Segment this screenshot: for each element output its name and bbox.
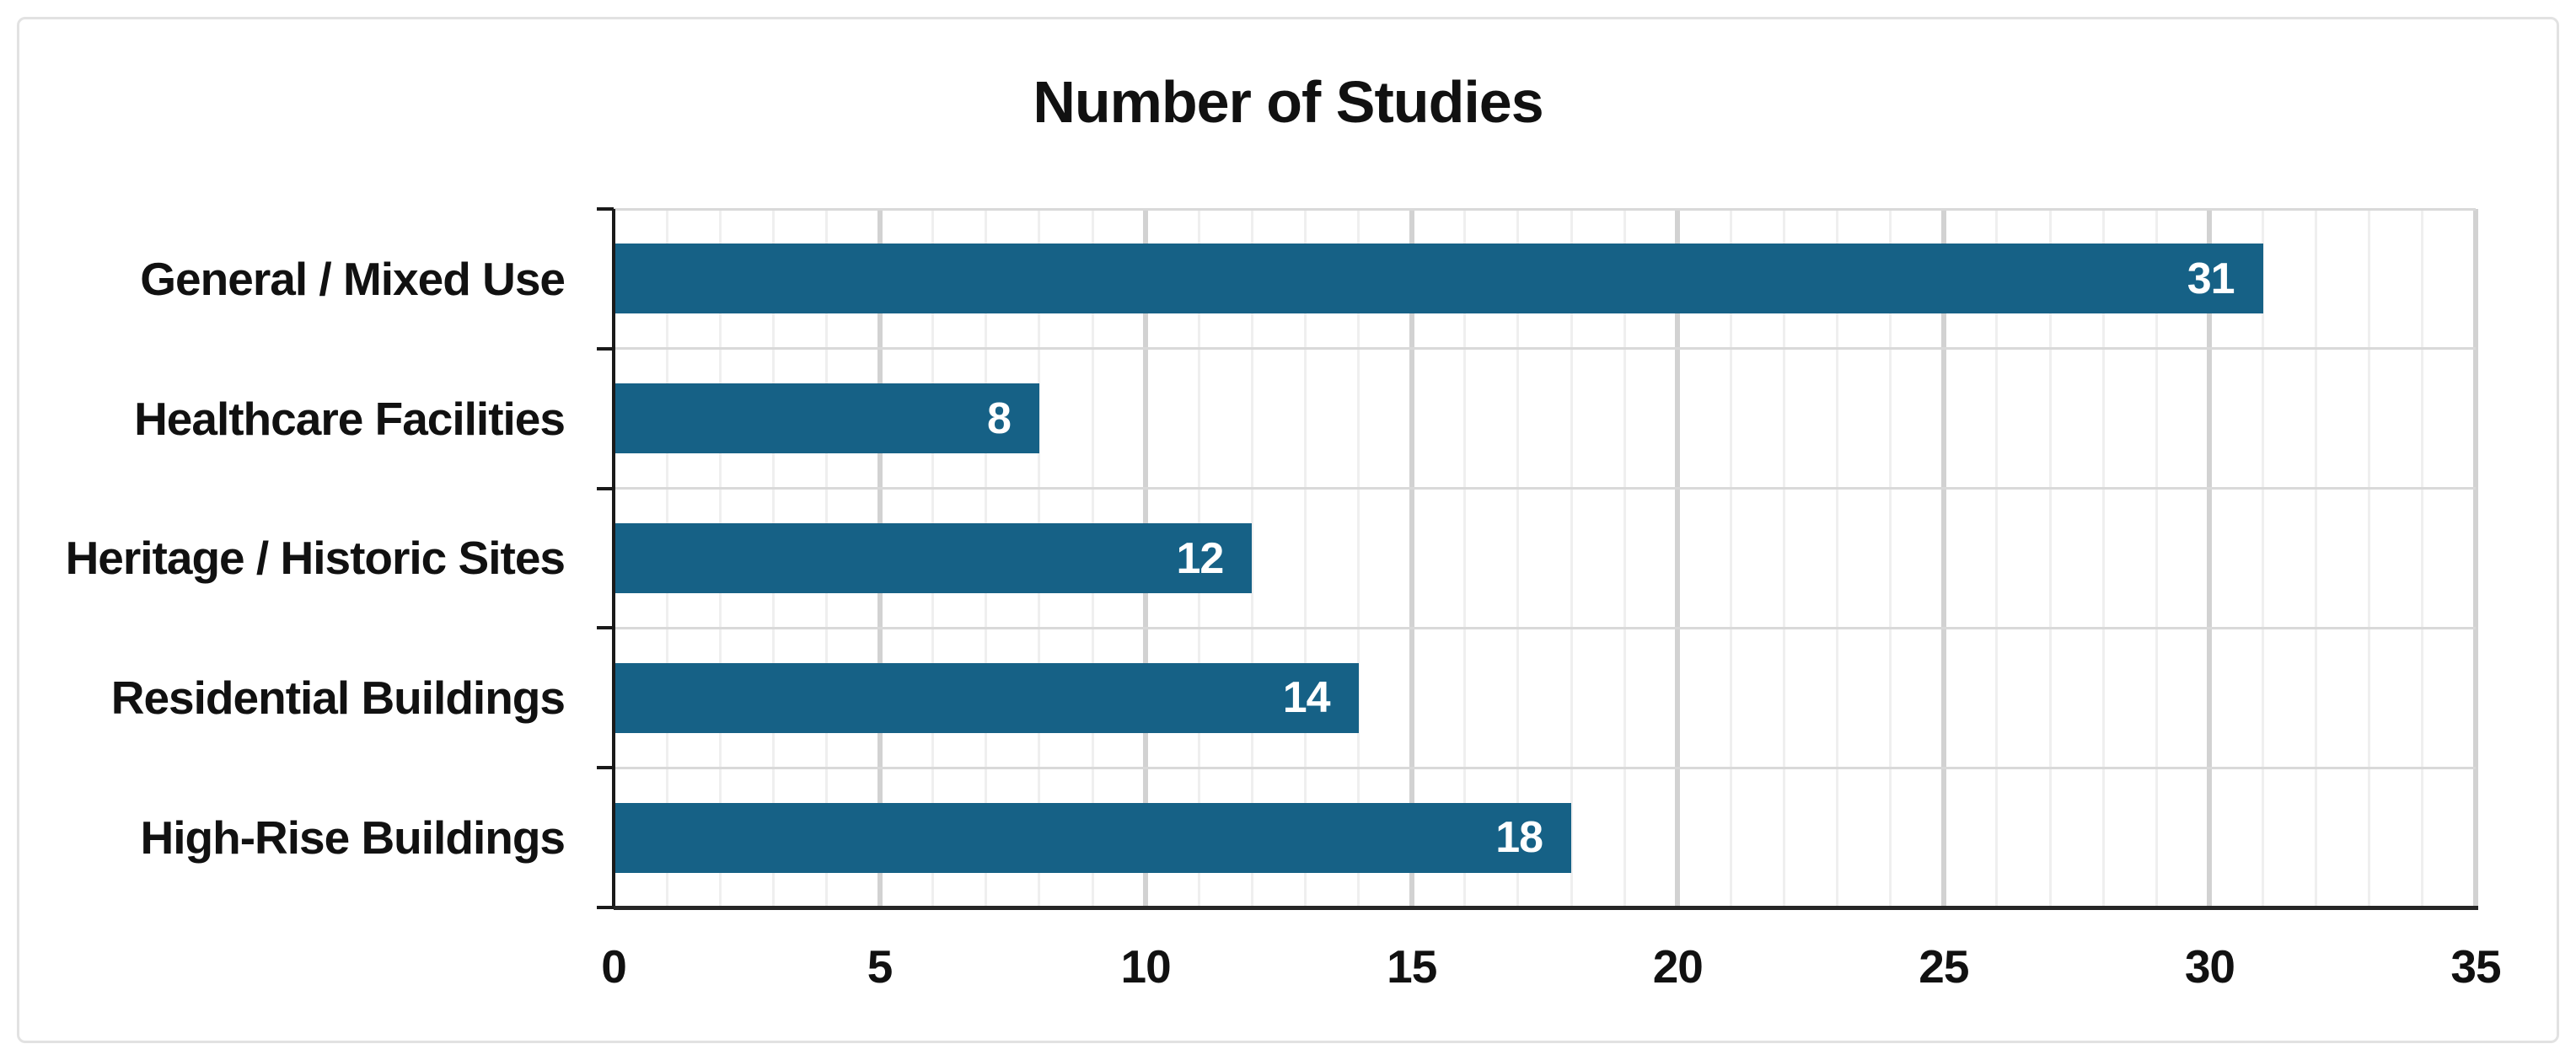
gridline-minor xyxy=(1250,209,1253,907)
gridline-minor xyxy=(1463,209,1467,907)
y-axis-line xyxy=(612,209,615,909)
gridline-minor xyxy=(1357,209,1360,907)
bar: 14 xyxy=(614,662,1359,733)
gridline-minor xyxy=(2315,209,2318,907)
bar-value-label: 12 xyxy=(1176,533,1225,583)
y-axis-tick xyxy=(597,486,614,490)
gridline-minor xyxy=(1516,209,1520,907)
band-boundary-gridline xyxy=(614,626,2476,629)
gridline-minor xyxy=(1836,209,1839,907)
gridline-minor xyxy=(1889,209,1892,907)
y-axis-tick xyxy=(597,626,614,630)
category-label: General / Mixed Use xyxy=(140,252,566,305)
category-label: Residential Buildings xyxy=(110,672,566,725)
gridline-minor xyxy=(2421,209,2424,907)
x-tick-label: 35 xyxy=(2450,940,2501,993)
x-axis-line xyxy=(614,906,2478,910)
band-boundary-gridline xyxy=(614,766,2476,769)
bar-value-label: 14 xyxy=(1282,673,1331,723)
gridline-minor xyxy=(1570,209,1573,907)
category-label: High-Rise Buildings xyxy=(140,811,566,865)
y-axis-tick xyxy=(597,207,614,211)
bar: 12 xyxy=(614,523,1253,593)
gridline-major xyxy=(1409,209,1414,907)
x-tick-label: 5 xyxy=(867,940,894,993)
bar: 31 xyxy=(614,244,2263,314)
bar-value-label: 31 xyxy=(2187,254,2235,303)
gridline-minor xyxy=(1303,209,1307,907)
gridline-minor xyxy=(2368,209,2371,907)
gridline-major xyxy=(1675,209,1681,907)
bar: 8 xyxy=(614,383,1039,454)
gridline-minor xyxy=(1995,209,1999,907)
y-axis-tick xyxy=(597,766,614,770)
y-axis-tick xyxy=(597,346,614,351)
gridline-minor xyxy=(1729,209,1732,907)
y-axis-tick xyxy=(597,906,614,909)
gridline-minor xyxy=(2048,209,2052,907)
gridline-minor xyxy=(2262,209,2265,907)
x-tick-label: 10 xyxy=(1120,940,1172,993)
gridline-major xyxy=(2207,209,2213,907)
gridline-major xyxy=(1940,209,1946,907)
x-tick-label: 30 xyxy=(2184,940,2235,993)
x-tick-label: 0 xyxy=(601,940,627,993)
bar-value-label: 18 xyxy=(1495,813,1543,863)
x-tick-label: 25 xyxy=(1919,940,1969,993)
category-label: Healthcare Facilities xyxy=(134,392,566,445)
band-boundary-gridline xyxy=(614,347,2476,351)
gridline-major xyxy=(2473,209,2478,907)
gridline-minor xyxy=(1783,209,1785,907)
band-boundary-gridline xyxy=(614,487,2476,490)
x-tick-label: 15 xyxy=(1387,940,1437,993)
gridline-minor xyxy=(1623,209,1626,907)
gridline-minor xyxy=(2101,209,2105,907)
band-boundary-gridline xyxy=(614,207,2476,211)
category-label: Heritage / Historic Sites xyxy=(65,532,566,585)
bar-value-label: 8 xyxy=(986,393,1012,443)
bar: 18 xyxy=(614,802,1572,873)
x-tick-label: 20 xyxy=(1652,940,1704,993)
chart-title: Number of Studies xyxy=(1033,69,1543,135)
gridline-minor xyxy=(2155,209,2158,907)
